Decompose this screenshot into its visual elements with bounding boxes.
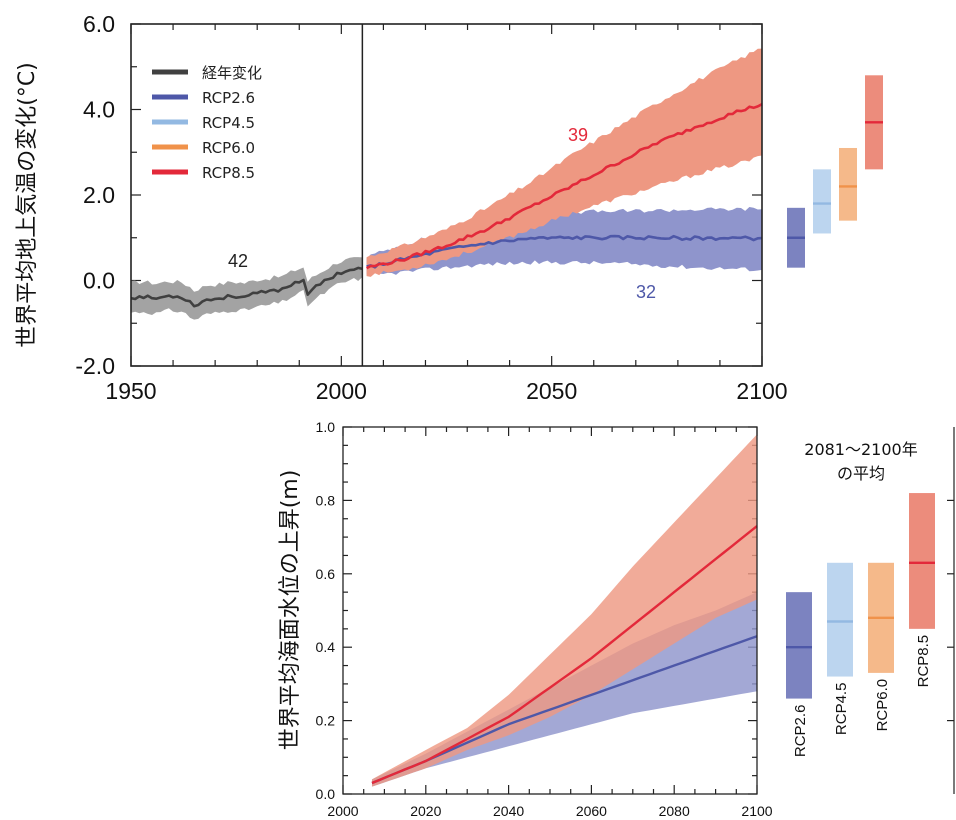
annotation-rcp85-count: 39	[568, 125, 588, 145]
period-box-rcp85	[909, 493, 935, 629]
temperature-chart: 1950 2000 2050 2100 6.0 4.0 2.0 0.0 -2.0 世界平均地上…	[15, 11, 883, 404]
x-tick-label-2000: 2000	[316, 378, 367, 404]
x-tick-label-2100: 2100	[741, 803, 772, 819]
x-tick-label-2080: 2080	[659, 803, 690, 819]
sea-level-plot-frame	[342, 426, 758, 795]
y-tick-label-20: -2.0	[75, 353, 115, 379]
y-tick-label-10: 1.0	[316, 419, 336, 435]
y-tick-label-60: 6.0	[83, 11, 115, 37]
y-tick-label-08: 0.8	[316, 492, 336, 508]
sea-level-y-axis-label: 世界平均海面水位の上昇(m)	[278, 470, 303, 751]
period-box-rcp60	[839, 147, 857, 221]
period-box-label-rcp60: RCP6.0	[874, 679, 891, 732]
y-tick-label-06: 0.6	[316, 566, 336, 582]
legend-label-rcp85: RCP8.5	[202, 164, 255, 182]
x-tick-label-2020: 2020	[410, 803, 441, 819]
temperature-x-tick-labels: 1950 2000 2050 2100	[105, 378, 787, 404]
period-average-label-line1: 2081〜2100年	[804, 440, 917, 459]
y-tick-label-02: 0.2	[316, 713, 336, 729]
sea-level-series-lines	[371, 525, 758, 785]
period-box-label-rcp85: RCP8.5	[915, 635, 932, 688]
period-box-rcp45	[827, 562, 853, 677]
period-box-rcp45	[813, 169, 831, 234]
temperature-plot-frame	[130, 23, 763, 367]
sea-level-x-tick-labels: 2000 2020 2040 2060 2080 2100	[327, 803, 772, 819]
x-tick-label-2060: 2060	[576, 803, 607, 819]
band-rcp85	[366, 48, 762, 277]
x-tick-label-2040: 2040	[493, 803, 524, 819]
y-tick-label-40: 4.0	[83, 97, 115, 123]
legend-label-observed: 経年変化	[202, 64, 262, 82]
x-tick-label-2100: 2100	[736, 378, 787, 404]
x-tick-label-2000: 2000	[327, 803, 358, 819]
line-rcp85	[365, 103, 763, 270]
temperature-series-lines	[130, 103, 763, 308]
band-	[131, 257, 363, 320]
legend-label-rcp60: RCP6.0	[202, 139, 255, 157]
legend-label-rcp45: RCP4.5	[202, 114, 255, 132]
annotation-rcp26-count: 32	[636, 282, 656, 302]
y-tick-label-00: 0.0	[83, 268, 115, 294]
temperature-legend: 経年変化 RCP2.6 RCP4.5 RCP6.0 RCP8.5	[152, 64, 262, 182]
temperature-tick-marks	[130, 23, 763, 367]
temperature-period-boxes	[787, 75, 883, 268]
period-box-label-rcp45: RCP4.5	[833, 683, 850, 736]
temperature-y-tick-labels: 6.0 4.0 2.0 0.0 -2.0	[75, 11, 115, 379]
sea-level-y-tick-labels: 1.0 0.8 0.6 0.4 0.2 0.0	[316, 419, 336, 802]
sea-level-period-boxes: RCP2.6 RCP4.5 RCP6.0 RCP8.5	[786, 493, 935, 757]
line-rcp85	[371, 525, 758, 785]
period-box-rcp26	[786, 592, 812, 699]
band-rcp26	[366, 207, 762, 275]
legend-label-rcp26: RCP2.6	[202, 89, 255, 107]
y-tick-label-20: 2.0	[83, 182, 115, 208]
line-	[130, 266, 363, 308]
annotation-observed-count: 42	[228, 251, 248, 271]
x-tick-label-1950: 1950	[105, 378, 156, 404]
temperature-y-axis-label: 世界平均地上気温の変化(°C)	[15, 62, 40, 348]
y-tick-label-04: 0.4	[316, 639, 336, 655]
band-rcp85	[371, 434, 757, 787]
y-tick-label-00: 0.0	[316, 786, 336, 802]
temperature-uncertainty-bands	[131, 48, 762, 320]
line-rcp26	[366, 234, 763, 269]
period-box-label-rcp26: RCP2.6	[792, 705, 809, 758]
x-tick-label-2050: 2050	[526, 378, 577, 404]
period-average-label-line2: の平均	[837, 464, 885, 483]
sea-level-chart: 2000 2020 2040 2060 2080 2100 1.0 0.8 0.6 0.4 0.2…	[278, 419, 955, 819]
